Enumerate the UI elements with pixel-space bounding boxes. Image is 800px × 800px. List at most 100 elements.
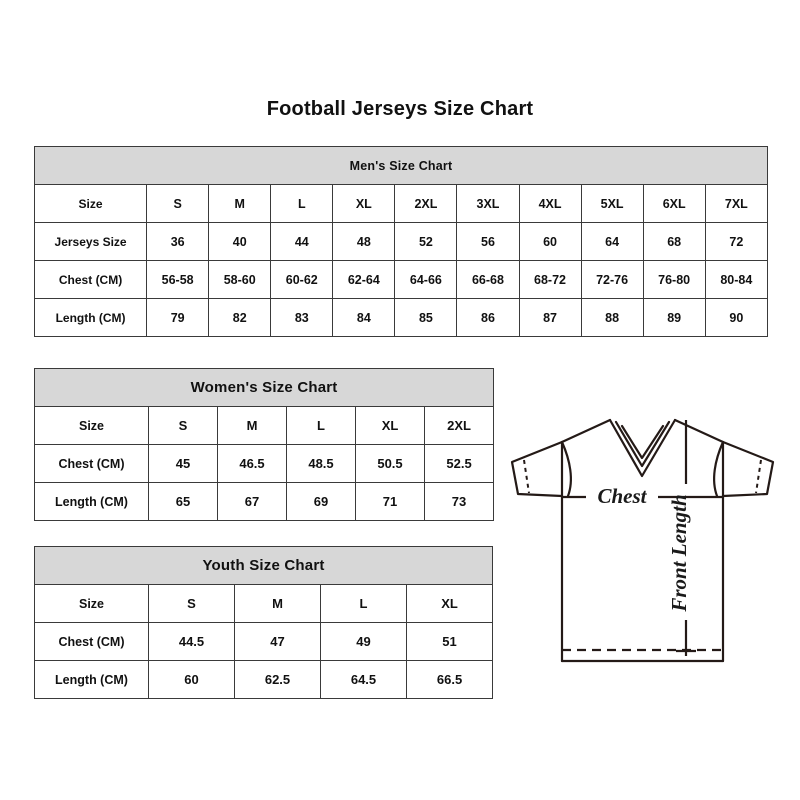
mens-data-cell: 79 [146,298,210,337]
youth-data-cell: 60 [148,660,235,699]
mens-data-cell: 52 [394,222,458,261]
mens-data-cell: 60-62 [270,260,334,299]
table-row: Size S M L XL 2XL 3XL 4XL 5XL 6XL 7XL [33,184,769,223]
table-row: Jerseys Size 36 40 44 48 52 56 60 64 68 … [33,222,769,261]
mens-data-cell: 40 [208,222,272,261]
mens-data-cell: 56-58 [146,260,210,299]
youth-size-header-cell: Size [34,584,149,623]
table-row: Chest (CM) 45 46.5 48.5 50.5 52.5 [34,444,495,483]
youth-size-cell: M [234,584,321,623]
mens-data-cell: 87 [518,298,582,337]
mens-size-cell: 6XL [642,184,706,223]
mens-data-cell: 68 [642,222,706,261]
womens-chart-caption: Women's Size Chart [33,368,495,407]
womens-data-cell: 71 [355,482,425,521]
front-length-measure-line [676,420,696,656]
jersey-measurement-diagram: Chest Front Length [500,398,785,698]
mens-size-cell: 3XL [456,184,520,223]
mens-data-cell: 84 [332,298,396,337]
table-row: Length (CM) 79 82 83 84 85 86 87 88 89 9… [33,298,769,337]
mens-row-label: Jerseys Size [33,222,148,261]
womens-data-cell: 65 [148,482,218,521]
mens-size-header-cell: Size [33,184,148,223]
mens-data-cell: 80-84 [704,260,769,299]
womens-data-cell: 45 [148,444,218,483]
mens-data-cell: 88 [580,298,644,337]
womens-size-cell: 2XL [423,406,495,445]
womens-size-chart-table: Women's Size Chart Size S M L XL 2XL Che… [33,368,495,521]
table-row: Chest (CM) 44.5 47 49 51 [34,622,494,661]
page-title: Football Jerseys Size Chart [266,98,534,120]
jersey-outline-icon [510,418,775,663]
mens-row-label: Chest (CM) [33,260,148,299]
chest-label: Chest [597,484,647,508]
mens-size-cell: M [208,184,272,223]
table-row: Length (CM) 65 67 69 71 73 [34,482,495,521]
youth-size-cell: S [148,584,235,623]
womens-data-cell: 48.5 [286,444,356,483]
mens-data-cell: 89 [642,298,706,337]
womens-row-label: Chest (CM) [34,444,149,483]
mens-data-cell: 48 [332,222,396,261]
mens-size-cell: 4XL [518,184,582,223]
youth-size-chart-table: Youth Size Chart Size S M L XL Chest (CM… [33,546,494,699]
table-caption-row: Men's Size Chart [34,146,768,185]
youth-chart-caption: Youth Size Chart [33,546,494,585]
womens-data-cell: 73 [423,482,495,521]
womens-data-cell: 67 [217,482,287,521]
womens-size-cell: L [286,406,356,445]
mens-data-cell: 62-64 [332,260,396,299]
mens-data-cell: 83 [270,298,334,337]
mens-data-cell: 44 [270,222,334,261]
mens-data-cell: 90 [704,298,769,337]
womens-data-cell: 69 [286,482,356,521]
youth-size-cell: XL [405,584,494,623]
youth-size-cell: L [320,584,407,623]
mens-size-cell: 7XL [704,184,769,223]
mens-data-cell: 72-76 [580,260,644,299]
mens-data-cell: 72 [704,222,769,261]
womens-data-cell: 50.5 [355,444,425,483]
mens-data-cell: 60 [518,222,582,261]
mens-data-cell: 64 [580,222,644,261]
table-row: Length (CM) 60 62.5 64.5 66.5 [34,660,494,699]
mens-data-cell: 58-60 [208,260,272,299]
table-row: Size S M L XL 2XL [34,406,495,445]
mens-size-cell: 2XL [394,184,458,223]
mens-size-cell: S [146,184,210,223]
mens-size-cell: L [270,184,334,223]
table-caption-row: Youth Size Chart [33,546,494,585]
sleeve-cuff-stitch-lines [523,459,762,494]
womens-row-label: Length (CM) [34,482,149,521]
front-length-label: Front Length [667,494,691,612]
mens-data-cell: 66-68 [456,260,520,299]
mens-data-cell: 82 [208,298,272,337]
youth-row-label: Length (CM) [34,660,149,699]
womens-size-cell: M [217,406,287,445]
mens-data-cell: 86 [456,298,520,337]
mens-row-label: Length (CM) [33,298,148,337]
mens-size-cell: 5XL [580,184,644,223]
table-row: Size S M L XL [34,584,494,623]
table-row: Chest (CM) 56-58 58-60 60-62 62-64 64-66… [33,260,769,299]
youth-data-cell: 64.5 [320,660,407,699]
youth-data-cell: 47 [234,622,321,661]
mens-chart-caption: Men's Size Chart [34,146,768,185]
youth-data-cell: 44.5 [148,622,235,661]
table-caption-row: Women's Size Chart [33,368,495,407]
womens-size-cell: S [148,406,218,445]
youth-data-cell: 66.5 [405,660,494,699]
womens-size-header-cell: Size [34,406,149,445]
mens-data-cell: 56 [456,222,520,261]
mens-data-cell: 68-72 [518,260,582,299]
youth-data-cell: 62.5 [234,660,321,699]
youth-data-cell: 51 [405,622,494,661]
womens-data-cell: 46.5 [217,444,287,483]
mens-size-cell: XL [332,184,396,223]
mens-size-chart-table: Men's Size Chart Size S M L XL 2XL 3XL 4… [33,146,769,337]
mens-data-cell: 85 [394,298,458,337]
mens-data-cell: 76-80 [642,260,706,299]
youth-row-label: Chest (CM) [34,622,149,661]
youth-data-cell: 49 [320,622,407,661]
womens-data-cell: 52.5 [423,444,495,483]
